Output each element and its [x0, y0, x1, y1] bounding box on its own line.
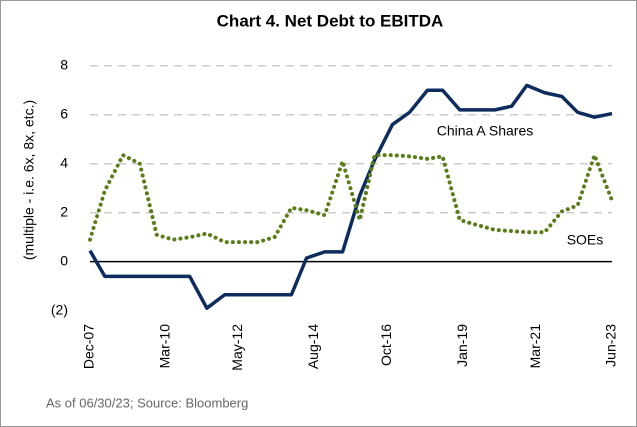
source-note: As of 06/30/23; Source: Bloomberg: [46, 395, 248, 410]
x-tick-label: Oct-16: [378, 324, 394, 366]
series-label: China A Shares: [437, 123, 534, 139]
x-tick-label: Dec-07: [81, 324, 97, 369]
y-tick-label: (2): [51, 301, 68, 317]
x-tick-label: Mar-10: [156, 324, 172, 369]
y-axis-label: (multiple - i.e. 6x, 8x, etc.): [21, 100, 37, 260]
x-tick-label: May-12: [229, 324, 245, 371]
x-tick-label: Mar-21: [527, 324, 543, 369]
series-label: SOEs: [567, 232, 604, 248]
series-line: [88, 153, 614, 245]
chart-title: Chart 4. Net Debt to EBITDA: [217, 11, 444, 30]
y-tick-label: 0: [60, 252, 68, 268]
x-tick-label: Aug-14: [305, 324, 321, 369]
y-tick-label: 4: [60, 154, 68, 170]
y-tick-label: 8: [60, 56, 68, 72]
series-line: [88, 83, 613, 310]
x-tick-label: Jun-23: [603, 324, 619, 367]
x-tick-label: Jan-19: [454, 324, 470, 367]
y-tick-label: 6: [60, 105, 68, 121]
y-tick-label: 2: [60, 203, 68, 219]
